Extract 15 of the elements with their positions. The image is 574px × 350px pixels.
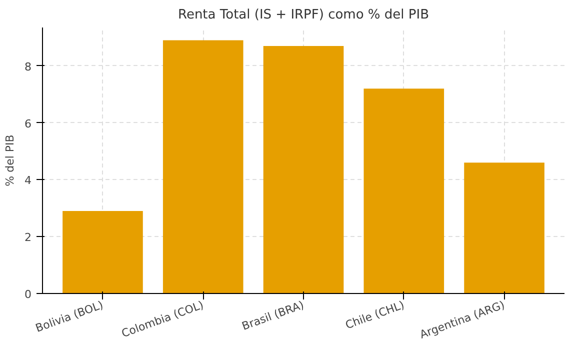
bar: [364, 88, 444, 294]
x-tick-label: Bolivia (BOL): [34, 298, 105, 335]
x-tick-label: Brasil (BRA): [240, 298, 306, 333]
y-axis-title: % del PIB: [4, 134, 16, 186]
bar: [263, 46, 344, 294]
y-tick-label: 8: [24, 60, 32, 74]
y-tick-label: 2: [24, 231, 32, 244]
y-tick-label: 0: [24, 288, 32, 301]
y-tick-label: 6: [24, 117, 32, 130]
x-tick-label: Chile (CHL): [344, 298, 406, 332]
y-tick-label: 4: [24, 174, 32, 188]
bar: [162, 40, 244, 294]
bar: [464, 162, 544, 294]
chart-title: Renta Total (IS + IRPF) como % del PIB: [178, 8, 429, 22]
bar: [62, 210, 143, 294]
